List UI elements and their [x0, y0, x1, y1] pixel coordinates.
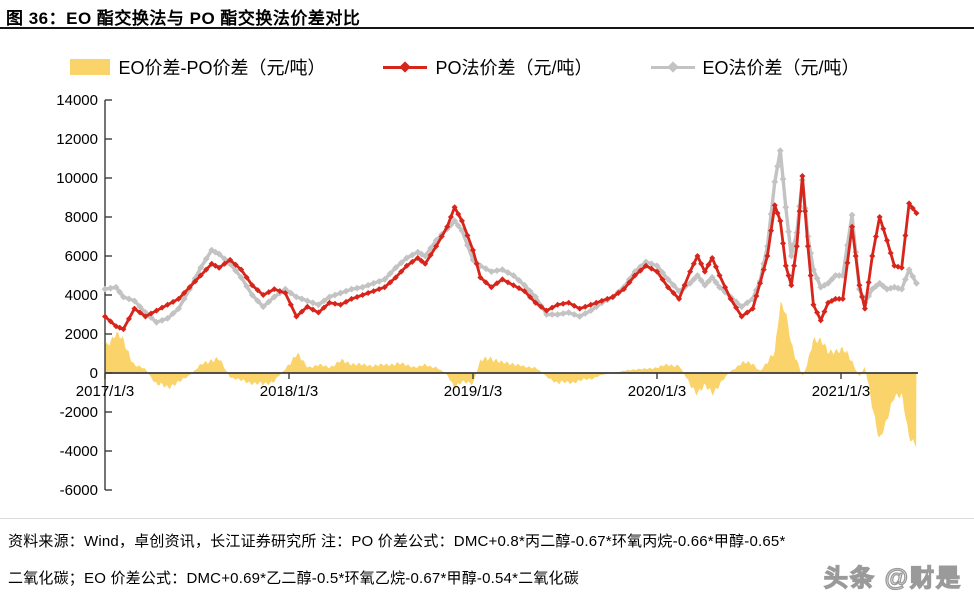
- svg-text:6000: 6000: [65, 248, 98, 265]
- chart-legend: EO价差-PO价差（元/吨） PO法价差（元/吨） EO法价差（元/吨）: [0, 52, 930, 82]
- watermark: 头条 @财是: [823, 564, 962, 592]
- source-note-line2: 二氧化碳；EO 价差公式：DMC+0.69*乙二醇-0.5*环氧乙烷-0.67*…: [8, 570, 579, 587]
- svg-text:14000: 14000: [56, 92, 98, 109]
- svg-text:8000: 8000: [65, 209, 98, 226]
- title-divider: [0, 27, 974, 29]
- svg-text:2019/1/3: 2019/1/3: [444, 383, 502, 400]
- line-marker-swatch-icon: [383, 59, 428, 75]
- svg-text:-2000: -2000: [60, 404, 98, 421]
- svg-text:10000: 10000: [56, 170, 98, 187]
- svg-text:2020/1/3: 2020/1/3: [628, 383, 686, 400]
- svg-text:-6000: -6000: [60, 482, 98, 499]
- svg-text:-4000: -4000: [60, 443, 98, 460]
- legend-label: EO价差-PO价差（元/吨）: [118, 58, 326, 78]
- legend-item-eo: EO法价差（元/吨）: [650, 54, 860, 80]
- eo-po-diff-area: [105, 301, 917, 448]
- svg-text:12000: 12000: [56, 131, 98, 148]
- svg-text:4000: 4000: [65, 287, 98, 304]
- eo-series-line: [101, 147, 920, 326]
- line-marker-swatch-icon: [650, 59, 695, 75]
- footer-divider: [0, 518, 974, 519]
- source-note-line1: 资料来源：Wind，卓创资讯，长江证券研究所 注：PO 价差公式：DMC+0.8…: [8, 533, 786, 550]
- svg-text:2021/1/3: 2021/1/3: [812, 383, 870, 400]
- axis-labels: 14000 12000 10000 8000 6000 4000 2000 0 -2000 -40…: [56, 92, 870, 499]
- bar-swatch-icon: [70, 59, 111, 75]
- svg-text:2017/1/3: 2017/1/3: [76, 383, 134, 400]
- svg-text:0: 0: [90, 365, 98, 382]
- legend-item-eo-minus-po: EO价差-PO价差（元/吨）: [70, 54, 325, 80]
- figure-title: 图 36：EO 酯交换法与 PO 酯交换法价差对比: [6, 9, 361, 28]
- svg-text:2018/1/3: 2018/1/3: [260, 383, 318, 400]
- svg-text:2000: 2000: [65, 326, 98, 343]
- legend-label: PO法价差（元/吨）: [435, 58, 593, 78]
- legend-item-po: PO法价差（元/吨）: [383, 54, 593, 80]
- po-series-line: [102, 173, 920, 333]
- price-spread-chart: 14000 12000 10000 8000 6000 4000 2000 0 -2000 -40…: [56, 92, 920, 499]
- axes: [104, 99, 918, 491]
- legend-label: EO法价差（元/吨）: [702, 58, 860, 78]
